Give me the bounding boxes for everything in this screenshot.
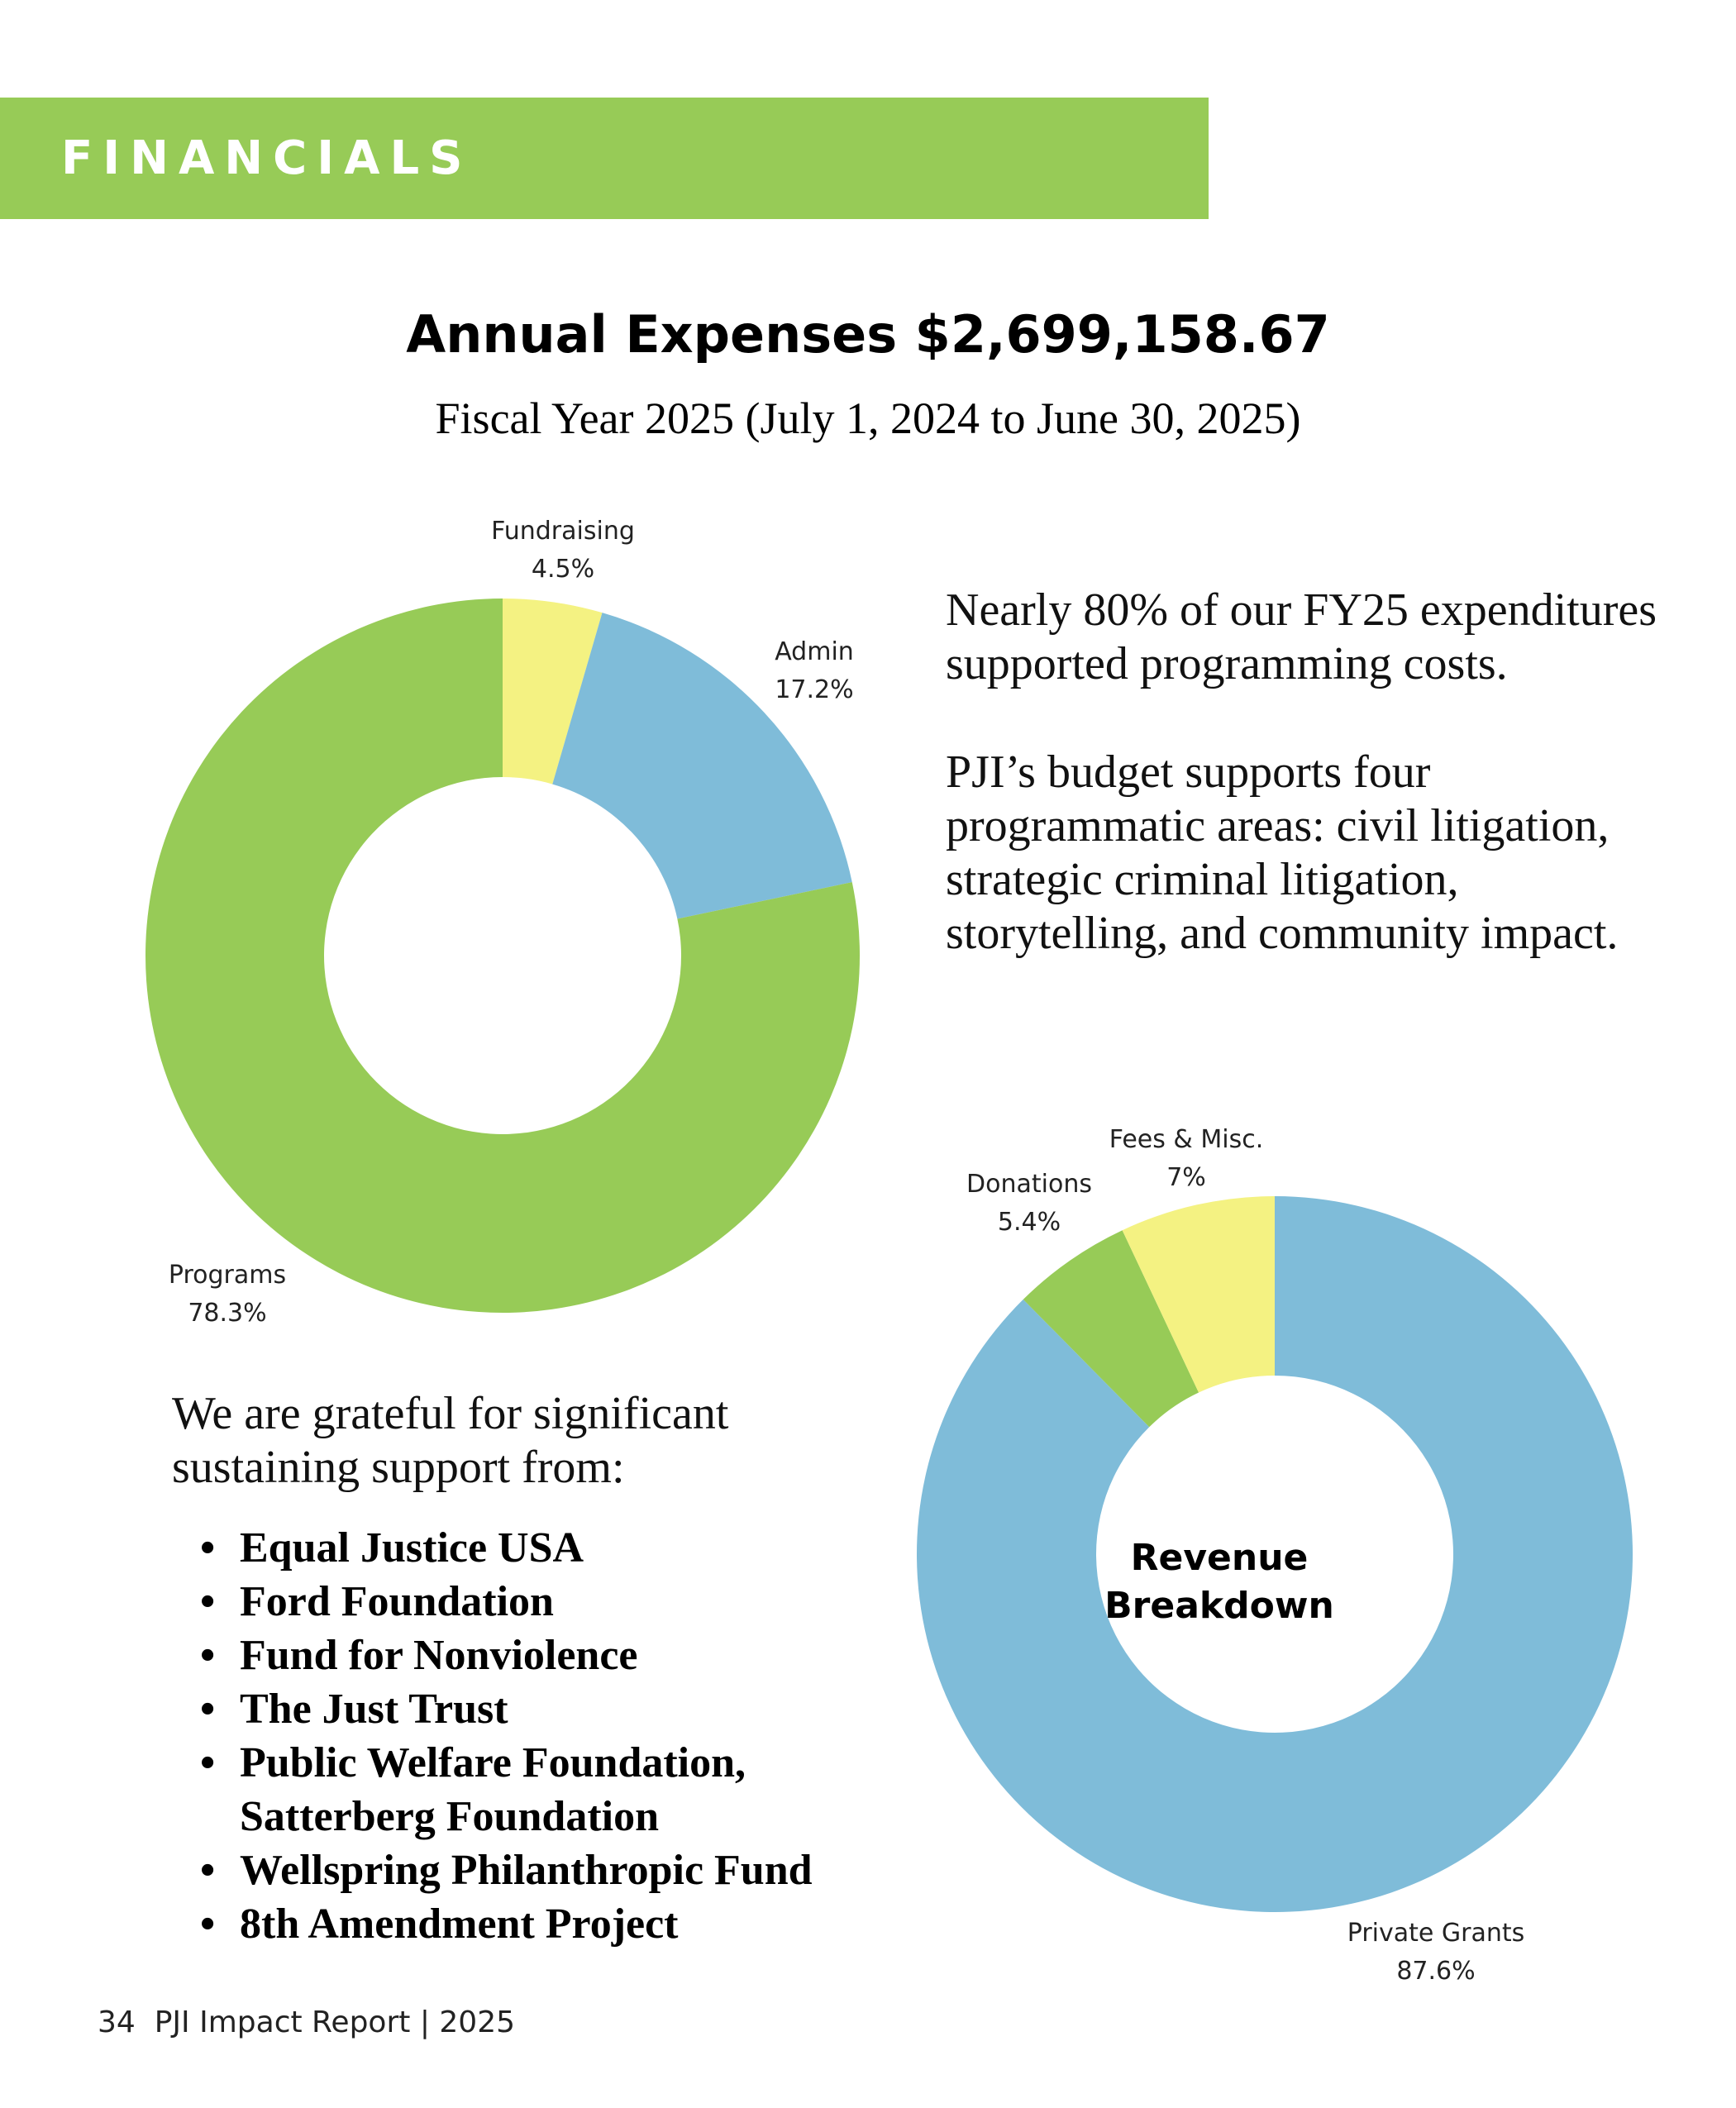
programs-slice-label: Programs 78.3%: [149, 1257, 306, 1333]
admin-slice-label: Admin 17.2%: [761, 633, 868, 709]
private-grants-percent: 87.6%: [1396, 1957, 1476, 1986]
page-number: 34: [98, 2005, 136, 2039]
supporter-item: 8th Amendment Project: [200, 1897, 928, 1951]
donations-slice-label: Donations 5.4%: [951, 1166, 1108, 1242]
supporter-item: Wellspring Philanthropic Fund: [200, 1843, 928, 1897]
revenue-slice-private-grants: [917, 1196, 1633, 1912]
fees-label: Fees & Misc.: [1109, 1125, 1264, 1154]
gratitude-intro: We are grateful for significant sustaini…: [172, 1388, 729, 1493]
donations-percent: 5.4%: [997, 1208, 1061, 1237]
donations-label: Donations: [966, 1170, 1092, 1199]
admin-label: Admin: [775, 637, 854, 666]
programs-percent: 78.3%: [188, 1299, 267, 1328]
supporter-item: Public Welfare Foundation, Satterberg Fo…: [200, 1736, 928, 1843]
programs-label: Programs: [168, 1261, 287, 1290]
budget-areas-text: PJI’s budget supports four programmatic …: [946, 746, 1619, 959]
admin-percent: 17.2%: [775, 675, 854, 704]
expenditure-summary: Nearly 80% of our FY25 expenditures supp…: [946, 584, 1657, 689]
private-grants-label: Private Grants: [1347, 1919, 1525, 1948]
revenue-center-line2: Breakdown: [1104, 1585, 1334, 1627]
expenses-slice-fundraising: [503, 599, 603, 785]
revenue-slice-donations: [1023, 1230, 1199, 1428]
section-title: FINANCIALS: [61, 131, 473, 185]
revenue-chart-center-label: Revenue Breakdown: [1083, 1534, 1356, 1630]
fiscal-year-subtitle: Fiscal Year 2025 (July 1, 2024 to June 3…: [435, 393, 1301, 443]
report-name: PJI Impact Report | 2025: [154, 2005, 516, 2039]
section-banner: FINANCIALS: [0, 98, 1209, 219]
expenses-title: Annual Expenses $2,699,158.67: [406, 304, 1330, 365]
expenses-slice-admin: [552, 613, 852, 919]
supporter-item: Equal Justice USA: [200, 1521, 928, 1575]
expenses-slice-programs: [145, 599, 860, 1313]
supporter-item: Fund for Nonviolence: [200, 1629, 928, 1682]
supporter-item: Ford Foundation: [200, 1575, 928, 1629]
supporter-item: The Just Trust: [200, 1682, 928, 1736]
fees-percent: 7%: [1166, 1163, 1206, 1192]
revenue-center-line1: Revenue: [1130, 1537, 1309, 1579]
fundraising-percent: 4.5%: [531, 555, 595, 584]
private-grants-slice-label: Private Grants 87.6%: [1324, 1915, 1548, 1991]
revenue-slice-fees-misc: [1122, 1196, 1275, 1393]
page-footer: 34 PJI Impact Report | 2025: [98, 2005, 515, 2039]
supporters-list: Equal Justice USA Ford Foundation Fund f…: [200, 1521, 928, 1951]
fundraising-label: Fundraising: [491, 517, 635, 546]
fundraising-slice-label: Fundraising 4.5%: [484, 513, 641, 589]
fees-slice-label: Fees & Misc. 7%: [1083, 1121, 1290, 1197]
